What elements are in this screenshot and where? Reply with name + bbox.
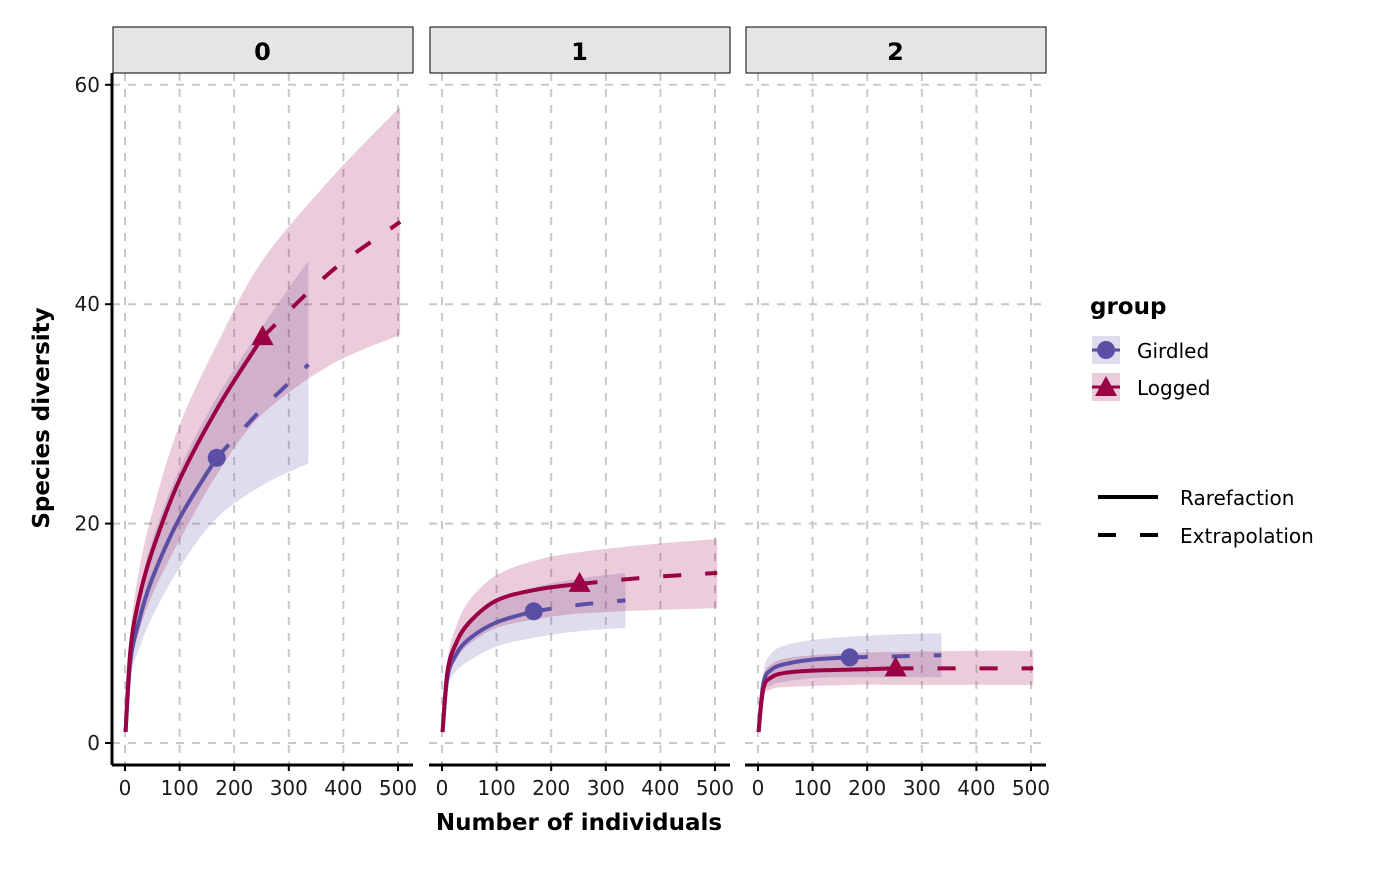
legend-title: group	[1090, 294, 1166, 320]
facet-panel-2: 2 0 100 200 300 400 500	[745, 26, 1050, 800]
confidence-band-girdled	[442, 572, 626, 733]
legend-label-extrapolation: Extrapolation	[1180, 524, 1314, 548]
y-axis: 0 20 40 60	[75, 73, 114, 765]
x-tick-label: 0	[119, 776, 132, 800]
x-tick-label: 200	[848, 776, 886, 800]
x-tick-label: 200	[215, 776, 253, 800]
x-tick-label: 200	[532, 776, 570, 800]
extrapolation-line-logged	[579, 570, 718, 586]
x-tick-label: 500	[379, 776, 417, 800]
confidence-band-logged	[442, 538, 718, 733]
facet-strip	[429, 26, 731, 74]
observed-point-logged	[884, 656, 907, 677]
x-tick-label: 500	[696, 776, 734, 800]
observed-point-logged	[568, 571, 591, 592]
x-tick-label: 100	[794, 776, 832, 800]
facet-panel-1: 1 0 100 200 300 400 500	[429, 26, 734, 800]
extrapolation-line-girdled	[533, 598, 626, 614]
facet-label: 1	[571, 38, 588, 66]
x-tick-label: 300	[270, 776, 308, 800]
x-axis-title: Number of individuals	[436, 810, 722, 836]
legend: group Girdled Logged Rarefaction Extrapo…	[1090, 294, 1314, 548]
extrapolation-line-logged	[261, 220, 402, 339]
x-tick-label: 500	[1012, 776, 1050, 800]
y-tick-label: 20	[75, 512, 100, 536]
rarefaction-line-logged	[123, 336, 265, 733]
x-tick-label: 400	[957, 776, 995, 800]
confidence-band-girdled	[125, 260, 309, 733]
rarefaction-line-logged	[440, 581, 580, 733]
x-tick-label: 100	[478, 776, 516, 800]
x-tick-label: 300	[903, 776, 941, 800]
y-axis-title: Species diversity	[29, 307, 55, 528]
y-tick-label: 60	[75, 73, 100, 97]
observed-point-girdled	[524, 602, 543, 621]
circle-icon	[1097, 341, 1115, 359]
legend-key-logged	[1092, 373, 1120, 401]
y-tick-label: 40	[75, 292, 100, 316]
x-tick-label: 400	[324, 776, 362, 800]
facet-strip	[112, 26, 414, 74]
legend-label-rarefaction: Rarefaction	[1180, 486, 1294, 510]
confidence-band-logged	[125, 106, 401, 733]
extrapolation-line-girdled	[215, 363, 310, 460]
facet-label: 0	[254, 38, 271, 66]
observed-point-girdled	[207, 448, 226, 467]
y-tick-label: 0	[87, 731, 100, 755]
observed-point-logged	[251, 325, 274, 346]
x-tick-label: 100	[161, 776, 199, 800]
extrapolation-line-girdled	[849, 653, 942, 660]
legend-key-girdled	[1092, 336, 1120, 364]
x-tick-label: 400	[641, 776, 679, 800]
legend-label-logged: Logged	[1137, 376, 1210, 400]
observed-point-girdled	[840, 648, 859, 667]
rarefaction-line-logged	[756, 666, 896, 733]
facet-strip	[745, 26, 1047, 74]
triangle-icon	[1095, 376, 1117, 396]
facet-panel-0: 0 0 100 200 300 400 500	[112, 26, 417, 800]
facet-label: 2	[887, 38, 904, 66]
x-tick-label: 0	[752, 776, 765, 800]
legend-label-girdled: Girdled	[1137, 339, 1209, 363]
x-tick-label: 300	[587, 776, 625, 800]
x-tick-label: 0	[436, 776, 449, 800]
